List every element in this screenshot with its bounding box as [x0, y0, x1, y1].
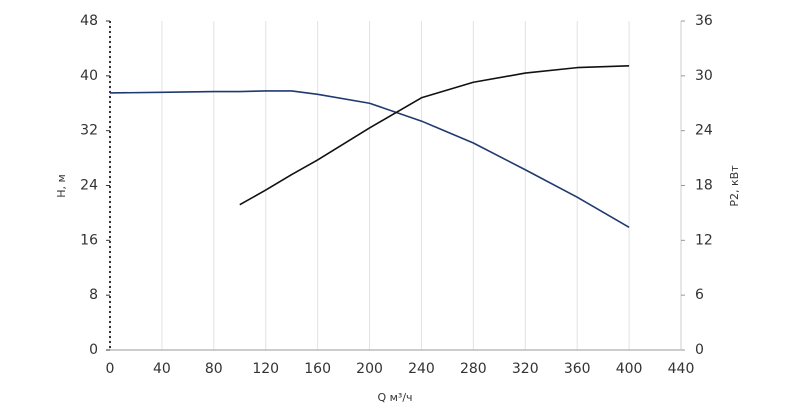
x-axis-title: Q м³/ч: [377, 391, 412, 404]
x-tick-label: 160: [304, 361, 331, 377]
series-line: [109, 90, 630, 229]
y-tick-label: 32: [80, 123, 98, 139]
y-axis-title: H, м: [55, 174, 68, 198]
y-tick-label: 0: [89, 342, 98, 358]
x-tick-label: 80: [205, 361, 223, 377]
y-tick-label: 16: [80, 232, 98, 248]
x-tick-label: 120: [252, 361, 279, 377]
x-tick-label: 0: [106, 361, 115, 377]
x-tick-label: 400: [616, 361, 643, 377]
y2-tick-label: 18: [695, 178, 713, 194]
y2-axis-title: P2, кВт: [728, 165, 741, 207]
x-tick-label: 320: [512, 361, 539, 377]
y2-tick-label: 12: [695, 232, 713, 248]
y2-tick-label: 30: [695, 68, 713, 84]
y-tick-label: 40: [80, 68, 98, 84]
y-tick-label: 8: [89, 287, 98, 303]
x-tick-label: 360: [564, 361, 591, 377]
series-line: [239, 64, 630, 206]
x-tick-label: 440: [668, 361, 695, 377]
x-tick-label: 280: [460, 361, 487, 377]
x-tick-label: 240: [408, 361, 435, 377]
y-tick-label: 48: [80, 13, 98, 29]
x-tick-label: 40: [153, 361, 171, 377]
y2-tick-label: 24: [695, 123, 713, 139]
y2-tick-label: 0: [695, 342, 704, 358]
x-tick-label: 200: [356, 361, 383, 377]
y-tick-label: 24: [80, 178, 98, 194]
y2-tick-label: 36: [695, 13, 713, 29]
y2-tick-label: 6: [695, 287, 704, 303]
